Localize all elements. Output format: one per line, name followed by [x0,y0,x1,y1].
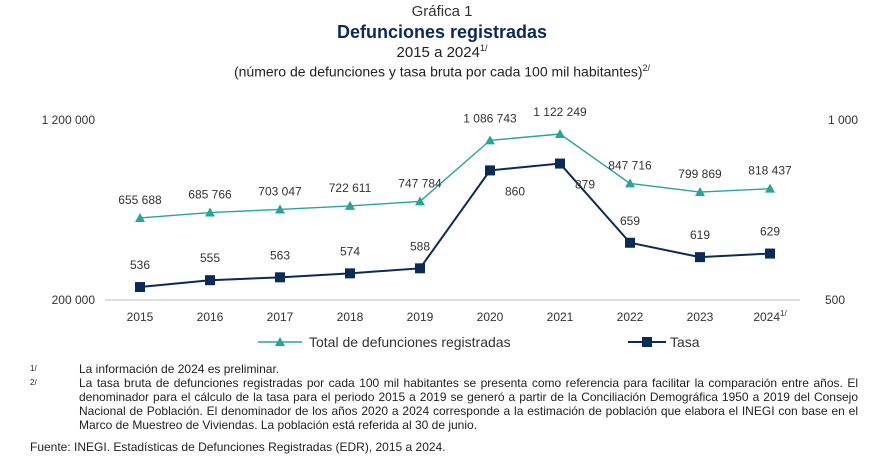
right-axis-tick-label: 1 000 [828,113,858,127]
footnote-2-mark: 2/ [30,378,37,387]
data-label: 536 [130,258,150,272]
series-1-triangle-point [625,178,635,188]
series-1-triangle-point [275,204,285,214]
footnote-2-text: La tasa bruta de defunciones registradas… [79,376,858,432]
period-footnote-mark: 1/ [479,43,488,53]
series-line-1 [139,133,771,219]
data-label: 799 869 [678,167,722,181]
x-axis-tick-label: 2022 [617,310,644,324]
footnote-1-mark: 1/ [30,364,37,373]
x-axis-tick-label: 2020 [477,310,504,324]
series-1-triangle-point [555,128,565,138]
x-axis-tick-label: 2017 [267,310,294,324]
subtitle-footnote-mark: 2/ [642,63,651,73]
chart-subtitle: (número de defunciones y tasa bruta por … [0,63,884,80]
data-label: 722 611 [329,181,372,195]
right-axis-tick-label: 500 [825,293,845,307]
series-2-square-point [205,275,215,286]
data-label: 629 [760,225,780,239]
x-axis-tick-label: 2021 [547,310,574,324]
series-2-square-point [275,272,285,283]
footnote-1-text: La información de 2024 es preliminar. [79,362,280,376]
series-1-triangle-point [695,187,705,197]
chart-period-text: 2015 a 2024 [396,44,480,61]
series-1-triangle-point [135,212,145,222]
figure-number: Gráfica 1 [411,3,473,20]
chart-period: 2015 a 20241/ [0,43,884,61]
series-2-square-point [765,248,775,259]
left-axis-tick-label: 1 200 000 [42,113,96,127]
series-1-triangle-point [485,135,495,145]
x-axis-tick-label: 2018 [337,310,364,324]
data-label: 574 [340,244,360,258]
series-1-triangle-point [765,183,775,193]
data-label: 685 766 [188,188,232,202]
data-label: 847 716 [608,158,652,172]
series-2-square-point [345,268,355,279]
series-line-2 [139,162,771,289]
series-2-square-point [555,158,565,169]
data-label: 563 [270,248,290,262]
series-1-triangle-point [345,200,355,210]
left-axis-tick-label: 200 000 [52,293,96,307]
series-2-square-point [485,165,495,176]
x-axis-tick-label: 2016 [197,310,224,324]
series-2-square-point [135,282,145,293]
legend-marker-triangle [275,337,285,346]
data-label: 879 [575,178,595,192]
data-label: 860 [505,184,525,198]
series-1-triangle-point [415,196,425,206]
data-label: 1 122 249 [533,105,587,119]
series-1-triangle-point [205,207,215,217]
x-axis-tick-label: 2019 [407,310,434,324]
data-label: 818 437 [748,164,792,178]
data-label: 659 [620,214,640,228]
x-axis-tick-label: 2015 [127,310,154,324]
chart-subtitle-text: (número de defunciones y tasa bruta por … [233,63,643,80]
data-label: 588 [410,239,430,253]
legend-marker-square [642,337,652,347]
data-label: 555 [200,251,220,265]
series-2-square-point [625,237,635,248]
data-label: 703 047 [258,184,302,198]
x-axis-tick-label: 20241/ [753,309,787,324]
x-axis-tick-label: 2023 [687,310,714,324]
chart-title: Defunciones registradas [336,22,548,42]
data-label: 1 086 743 [463,111,517,125]
source-note: Fuente: INEGI. Estadísticas de Defuncion… [30,440,446,454]
x-axis-tick-footnote-mark: 1/ [780,309,787,318]
legend-label-1: Total de defunciones registradas [309,334,511,350]
legend-label-2: Tasa [670,334,700,350]
series-2-square-point [695,252,705,263]
series-2-square-point [415,263,425,274]
data-label: 747 784 [398,176,442,190]
data-label: 619 [690,228,710,242]
data-label: 655 688 [118,193,162,207]
